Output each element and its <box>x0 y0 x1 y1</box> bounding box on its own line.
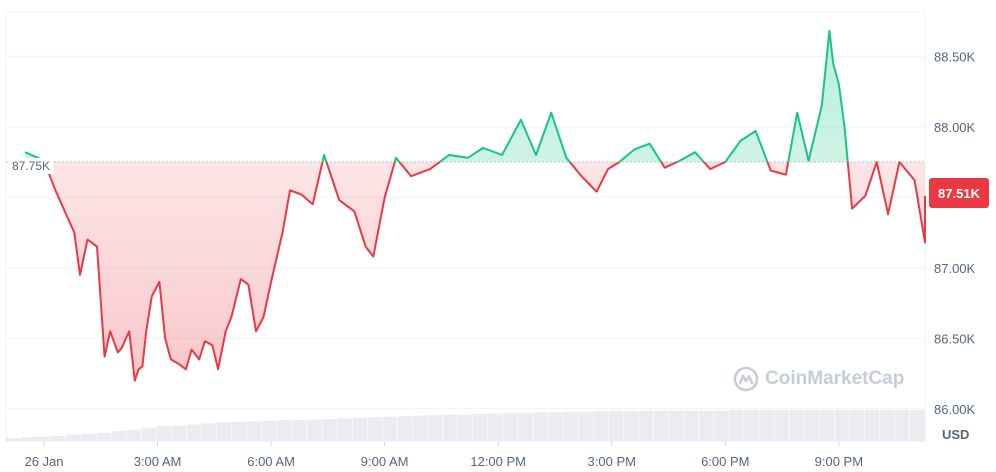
y-tick-label: 86.50K <box>934 331 976 346</box>
volume-layer <box>6 410 925 441</box>
volume-bar <box>548 412 563 441</box>
volume-bar <box>412 415 428 441</box>
watermark-text: CoinMarketCap <box>765 368 905 389</box>
y-tick-label: 88.00K <box>934 120 976 135</box>
volume-bar <box>427 415 443 441</box>
volume-bar <box>96 432 111 441</box>
volume-bar <box>804 410 819 441</box>
x-axis: 26 Jan 3:00 AM 6:00 AM 9:00 AM 12:00 PM 3:00 … <box>24 441 863 469</box>
volume-bar <box>533 412 548 441</box>
volume-bar <box>578 411 593 441</box>
volume-bar <box>307 419 322 441</box>
volume-bar <box>352 417 367 441</box>
x-tick-label: 26 Jan <box>24 454 63 469</box>
x-tick-label: 9:00 AM <box>361 454 409 469</box>
volume-bar <box>337 418 352 441</box>
volume-bar <box>834 410 850 441</box>
volume-bar <box>668 410 684 441</box>
volume-bar <box>292 420 307 441</box>
volume-bar <box>563 411 578 441</box>
volume-bar <box>714 410 729 441</box>
volume-bar <box>36 436 51 441</box>
volume-bar <box>503 412 518 441</box>
volume-bar <box>141 428 157 441</box>
volume-bar <box>879 410 895 441</box>
volume-bar <box>864 410 880 441</box>
volume-bar <box>6 438 21 441</box>
price-line-above <box>24 29 901 163</box>
volume-bar <box>171 425 187 441</box>
volume-bar <box>623 411 639 441</box>
volume-bar <box>744 410 759 441</box>
volume-bar <box>442 414 458 441</box>
volume-bar <box>186 424 202 441</box>
volume-bar <box>201 423 217 441</box>
volume-bar <box>608 411 624 441</box>
volume-bar <box>473 414 488 441</box>
area-below-baseline <box>44 162 925 381</box>
coinmarketcap-logo-icon <box>733 366 759 392</box>
currency-label: USD <box>942 427 970 442</box>
volume-bar <box>699 410 714 441</box>
x-tick-label: 3:00 PM <box>588 454 636 469</box>
area-layer <box>25 30 925 381</box>
area-above-baseline <box>25 30 925 163</box>
volume-bar <box>849 410 865 441</box>
volume-bar <box>909 410 925 441</box>
volume-bar <box>262 420 277 441</box>
volume-bar <box>322 418 337 441</box>
volume-bar <box>111 431 126 441</box>
volume-bar <box>683 410 699 441</box>
volume-bar <box>126 429 141 441</box>
reference-price-label: 87.75K <box>8 158 55 174</box>
volume-bar <box>653 410 669 441</box>
y-tick-label: 86.00K <box>934 402 976 417</box>
volume-bar <box>488 413 503 441</box>
current-price-badge: 87.51K <box>929 178 989 208</box>
volume-bar <box>156 426 172 441</box>
volume-bar <box>216 422 232 441</box>
x-tick-label: 6:00 AM <box>247 454 295 469</box>
volume-bar <box>774 410 789 441</box>
volume-bar <box>593 411 609 441</box>
volume-bar <box>81 433 96 441</box>
volume-bar <box>397 416 413 441</box>
line-layer <box>6 29 926 382</box>
x-tick-label: 12:00 PM <box>470 454 526 469</box>
volume-bar <box>759 410 774 441</box>
volume-bar <box>457 414 473 441</box>
x-tick-label: 6:00 PM <box>701 454 749 469</box>
volume-bar <box>66 434 81 441</box>
volume-bar <box>819 410 835 441</box>
watermark: CoinMarketCap <box>733 366 904 392</box>
y-tick-label: 88.50K <box>934 49 976 64</box>
volume-bar <box>247 421 262 441</box>
volume-bar <box>789 410 804 441</box>
volume-bar <box>518 412 533 441</box>
volume-bar <box>729 410 744 441</box>
volume-bar <box>367 417 383 441</box>
x-tick-label: 9:00 PM <box>815 454 863 469</box>
volume-bar <box>382 416 398 441</box>
x-tick-label: 3:00 AM <box>134 454 182 469</box>
volume-bar <box>894 410 910 441</box>
price-line-below <box>43 162 926 382</box>
volume-bar <box>21 437 36 441</box>
y-tick-label: 87.00K <box>934 261 976 276</box>
volume-bar <box>231 421 247 441</box>
volume-bar <box>638 410 654 441</box>
volume-bar <box>277 420 292 441</box>
volume-bar <box>51 436 66 441</box>
